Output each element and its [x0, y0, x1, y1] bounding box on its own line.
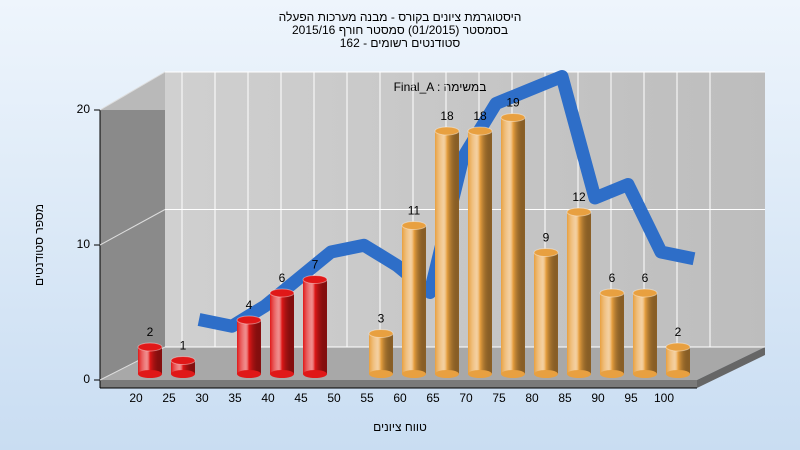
bar-top — [137, 342, 163, 352]
bar-bottom — [600, 370, 624, 378]
bar — [138, 347, 162, 374]
x-tick-label: 25 — [162, 391, 176, 405]
bar-top — [467, 126, 493, 136]
bar — [633, 293, 657, 374]
bar — [303, 279, 327, 374]
bar-bottom — [534, 370, 558, 378]
y-axis-label: מספר סטודנטים — [32, 204, 46, 286]
x-tick-label: 95 — [624, 391, 638, 405]
bar-top — [236, 315, 262, 325]
bar — [435, 131, 459, 374]
bar-top — [566, 207, 592, 217]
floor-side — [697, 347, 765, 388]
x-tick-label: 40 — [261, 391, 275, 405]
x-tick-label: 80 — [525, 391, 539, 405]
bar-bottom — [171, 370, 195, 378]
data-label: 7 — [312, 258, 319, 272]
bar-top — [302, 275, 328, 284]
x-tick-label: 75 — [492, 391, 506, 405]
bar — [600, 293, 624, 374]
bar — [666, 347, 690, 374]
floor — [100, 347, 765, 380]
data-label: 6 — [279, 271, 286, 285]
x-axis-label: טווח ציונים — [373, 420, 427, 434]
bar-bottom — [666, 370, 690, 378]
bar-top — [500, 113, 526, 122]
x-tick-label: 55 — [360, 391, 374, 405]
x-tick-label: 100 — [654, 391, 674, 405]
data-label: 9 — [543, 231, 550, 245]
bar — [567, 212, 591, 374]
bar-bottom — [402, 370, 426, 378]
x-tick-label: 20 — [129, 391, 143, 405]
data-label: 6 — [609, 271, 616, 285]
bar-bottom — [468, 370, 492, 378]
data-label: 4 — [246, 298, 253, 312]
data-label: 12 — [572, 190, 586, 204]
data-label: 2 — [675, 325, 682, 339]
y-tick-label: 20 — [77, 102, 91, 116]
chart-title: בסמסטר (01/2015) סמסטר חורף 2015/16 — [292, 23, 508, 37]
bar-top — [368, 329, 394, 338]
y-tick-label: 10 — [77, 237, 91, 251]
data-label: 18 — [440, 109, 454, 123]
x-tick-label: 90 — [591, 391, 605, 405]
line-legend: Final_A : במשימה — [394, 80, 487, 94]
bar-bottom — [633, 370, 657, 378]
bar-bottom — [303, 370, 327, 378]
data-label: 2 — [147, 325, 154, 339]
bar-bottom — [369, 370, 393, 378]
bar-bottom — [237, 370, 261, 378]
bar-top — [665, 342, 691, 352]
left-wall — [100, 72, 165, 380]
chart-title: היסטוגרמת ציונים בקורס - מבנה מערכות הפע… — [279, 10, 522, 24]
bar-bottom — [435, 370, 459, 378]
data-label: 11 — [408, 204, 421, 218]
bar-bottom — [501, 370, 525, 378]
bar — [501, 117, 525, 374]
data-label: 19 — [506, 96, 520, 110]
x-tick-label: 45 — [294, 391, 308, 405]
x-tick-label: 30 — [195, 391, 209, 405]
data-label: 6 — [642, 271, 649, 285]
x-tick-label: 35 — [228, 391, 242, 405]
bar — [369, 333, 393, 374]
bar-top — [434, 126, 460, 136]
bar — [468, 131, 492, 374]
x-tick-label: 70 — [459, 391, 473, 405]
bar — [534, 252, 558, 374]
x-tick-label: 65 — [426, 391, 440, 405]
grid-line — [99, 71, 166, 111]
bar-top — [170, 356, 196, 365]
y-tick-label: 0 — [83, 372, 90, 386]
x-tick-label: 50 — [327, 391, 341, 405]
bar — [270, 293, 294, 374]
bar-bottom — [567, 370, 591, 378]
bar-top — [269, 288, 295, 298]
bar-bottom — [138, 370, 162, 378]
x-tick-label: 60 — [393, 391, 407, 405]
bar — [237, 320, 261, 374]
bar — [402, 225, 426, 374]
chart-title: 162 - סטודנטים רשומים — [340, 36, 461, 50]
bar-top — [632, 288, 658, 298]
data-label: 18 — [473, 109, 487, 123]
floor-edge — [100, 380, 697, 388]
data-label: 1 — [180, 339, 187, 353]
x-tick-label: 85 — [558, 391, 572, 405]
bar-bottom — [270, 370, 294, 378]
bar-top — [401, 221, 427, 230]
bar-top — [533, 248, 559, 257]
bar-top — [599, 288, 625, 298]
grid-line — [99, 209, 166, 246]
data-label: 3 — [378, 312, 385, 326]
